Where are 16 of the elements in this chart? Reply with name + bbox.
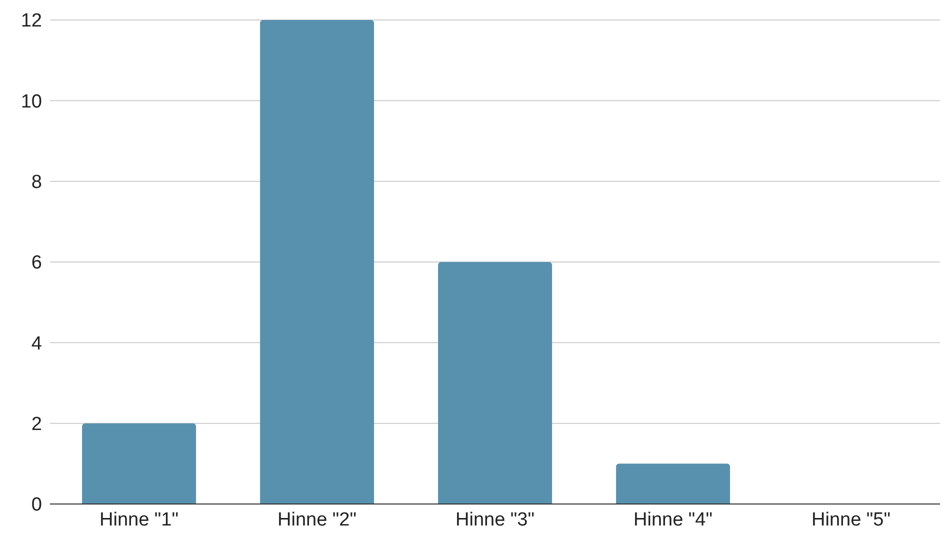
y-tick-label: 12: [20, 10, 42, 32]
y-tick-label: 2: [31, 414, 42, 436]
x-tick-label: Hinne "1": [100, 509, 178, 530]
bar: [438, 262, 552, 504]
bar: [260, 20, 374, 504]
x-tick-label: Hinne "5": [812, 509, 890, 530]
bar: [616, 464, 730, 504]
y-tick-label: 0: [31, 494, 42, 516]
x-tick-label: Hinne "3": [456, 509, 534, 530]
y-tick-label: 10: [20, 91, 42, 112]
x-tick-label: Hinne "2": [278, 509, 356, 530]
y-tick-label: 6: [31, 252, 42, 274]
x-tick-label: Hinne "4": [634, 509, 712, 530]
bar: [82, 423, 196, 504]
y-tick-label: 4: [31, 333, 42, 354]
y-tick-label: 8: [31, 172, 42, 194]
